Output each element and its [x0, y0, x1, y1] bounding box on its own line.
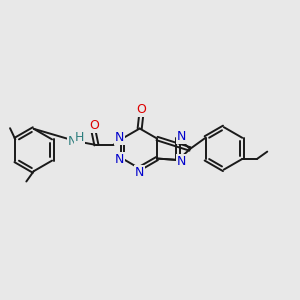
Text: N: N: [177, 130, 187, 143]
Text: N: N: [115, 131, 124, 144]
Text: O: O: [136, 103, 146, 116]
Text: N: N: [115, 153, 124, 166]
Text: H: H: [75, 131, 84, 144]
Text: N: N: [135, 167, 144, 179]
Text: N: N: [68, 135, 77, 148]
Text: O: O: [89, 119, 99, 132]
Text: N: N: [177, 155, 187, 168]
